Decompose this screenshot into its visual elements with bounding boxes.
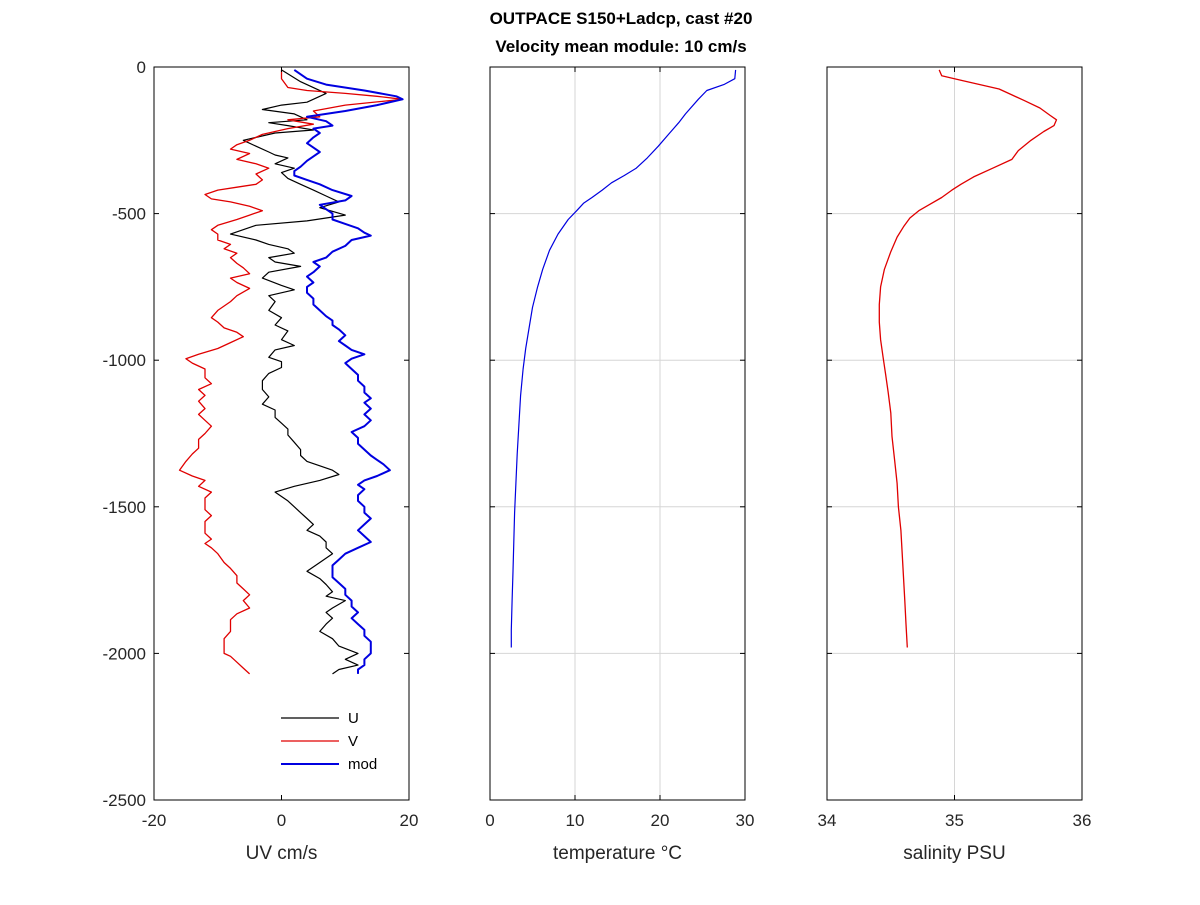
panel-3: 34 35 36 salinity PSU xyxy=(818,66,1092,864)
x-tick-label: 0 xyxy=(485,811,494,830)
x-axis-label: temperature °C xyxy=(553,843,682,864)
legend-label-mod: mod xyxy=(348,756,377,773)
series-line-u xyxy=(229,69,359,675)
x-tick-label: 20 xyxy=(400,811,419,830)
x-tick-label: 30 xyxy=(736,811,755,830)
legend-label-v: V xyxy=(348,733,358,750)
x-axis-label: salinity PSU xyxy=(903,843,1005,864)
x-tick-label: 20 xyxy=(651,811,670,830)
x-tick-label: 34 xyxy=(818,811,837,830)
series-line-salinity xyxy=(878,69,1058,648)
chart-title-line-2: Velocity mean module: 10 cm/s xyxy=(495,37,746,56)
x-tick-label: 35 xyxy=(945,811,964,830)
x-tick-label: 10 xyxy=(566,811,585,830)
y-tick-label: -1000 xyxy=(103,351,146,370)
x-tick-label: 36 xyxy=(1073,811,1092,830)
axes-frame xyxy=(153,66,410,801)
x-tick-label: -20 xyxy=(142,811,167,830)
x-axis-label: UV cm/s xyxy=(246,843,318,864)
series-line-v xyxy=(178,69,404,675)
legend-label-u: U xyxy=(348,710,359,727)
axes-frame xyxy=(489,66,746,801)
y-tick-label: -2000 xyxy=(103,644,146,663)
series-line-temperature xyxy=(510,69,737,648)
y-tick-label: -1500 xyxy=(103,498,146,517)
panels: -20 0 20 0 -500 -1000 -1500 -2000 -2500 UV cm/s UV… xyxy=(103,58,1092,864)
chart-title-line-1: OUTPACE S150+Ladcp, cast #20 xyxy=(490,9,753,28)
x-tick-label: 0 xyxy=(277,811,286,830)
panel-1: -20 0 20 0 -500 -1000 -1500 -2000 -2500 UV cm/s UV… xyxy=(103,58,419,864)
y-tick-label: 0 xyxy=(137,58,146,77)
y-tick-label: -2500 xyxy=(103,791,146,810)
series-line-mod xyxy=(293,69,404,674)
panel-2: 0 10 20 30 temperature °C xyxy=(485,66,755,864)
y-tick-label: -500 xyxy=(112,205,146,224)
